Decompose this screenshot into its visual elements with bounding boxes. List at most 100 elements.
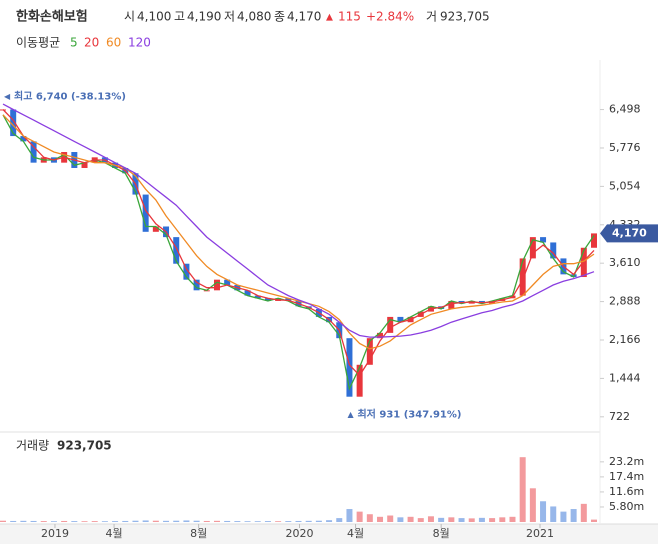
price-tag-label: 4,170	[612, 226, 647, 239]
volume-bar	[468, 518, 475, 522]
value: 4,080	[237, 10, 271, 24]
volume-bar	[203, 520, 210, 522]
candle	[173, 237, 180, 264]
volume-bar	[560, 511, 567, 522]
volume-bar	[448, 517, 455, 522]
volume-bar	[315, 520, 322, 522]
volume-bar	[550, 506, 557, 522]
candle	[387, 316, 394, 333]
x-tick-label: 2020	[286, 527, 314, 540]
volume-bar	[40, 521, 47, 522]
legend-entry: 60	[106, 36, 121, 50]
low-annotation: 최저 931 (347.91%)	[357, 408, 461, 421]
label: 종	[274, 10, 285, 24]
value: 4,170	[287, 10, 321, 24]
label: 거	[426, 10, 437, 24]
volume-bar	[71, 521, 78, 522]
y-tick-label: 3,610	[609, 256, 641, 269]
volume-bar	[305, 520, 312, 522]
volume-bar	[427, 516, 434, 522]
volume-bar	[234, 521, 241, 522]
volume-bar	[142, 520, 149, 522]
volume-bar	[91, 521, 98, 522]
legend: 5 20 60 120	[70, 36, 151, 50]
volume-bar	[377, 516, 384, 522]
volume-bar	[285, 521, 292, 522]
up-arrow: ▲	[326, 13, 333, 23]
candle	[366, 338, 373, 365]
volume-bar	[20, 520, 27, 522]
value: 4,190	[187, 10, 221, 24]
x-tick-label: 2021	[526, 527, 554, 540]
x-tick-label: 8월	[433, 527, 450, 540]
label: 저	[224, 10, 235, 24]
x-tick-label: 2019	[41, 527, 69, 540]
candle	[377, 332, 384, 339]
candle	[183, 263, 190, 280]
volume-bar	[489, 518, 496, 522]
volume-title: 거래량	[16, 439, 49, 453]
candle	[356, 364, 363, 397]
volume-bar	[326, 520, 333, 522]
x-axis-strip	[0, 524, 658, 544]
volume-bar	[509, 516, 516, 522]
volume-bar	[152, 520, 159, 522]
price-tag	[600, 224, 658, 243]
volume-bar	[173, 520, 180, 522]
volume-bar	[224, 520, 231, 522]
y-tick-label: 5.80m	[609, 500, 644, 513]
volume-bar	[213, 520, 220, 522]
y-tick-label: 722	[609, 410, 630, 423]
volume-bar	[295, 520, 302, 522]
y-tick-label: 1,444	[609, 371, 641, 384]
candle	[244, 290, 251, 296]
volume-bar	[61, 520, 68, 522]
volume-bar	[387, 515, 394, 522]
candle	[10, 109, 17, 137]
candle	[152, 226, 159, 232]
volume-bar	[101, 521, 108, 522]
candle	[224, 279, 231, 285]
volume-bar	[50, 521, 57, 522]
volume-bar	[458, 518, 465, 522]
value: 923,705	[440, 10, 490, 24]
volume-bar	[529, 488, 536, 522]
volume-bar	[336, 518, 343, 522]
candle	[540, 237, 547, 243]
x-tick-label: 8월	[190, 527, 207, 540]
volume-bar	[122, 520, 129, 522]
y-tick-label: 5,054	[609, 179, 641, 192]
legend-entry: 20	[84, 36, 99, 50]
stock-name: 한화손해보험	[16, 9, 88, 25]
volume-bar	[254, 521, 261, 522]
legend-entry: 120	[128, 36, 151, 50]
volume-bar	[356, 511, 363, 522]
y-tick-label: 17.4m	[609, 470, 644, 483]
volume-bar	[193, 520, 200, 522]
candle	[20, 136, 27, 142]
candle	[142, 194, 149, 232]
high-marker: ◀	[4, 92, 11, 101]
volume-bar	[112, 521, 119, 522]
volume-bar	[244, 521, 251, 522]
candle	[213, 279, 220, 291]
volume-bar	[438, 517, 445, 522]
value: 4,100	[137, 10, 171, 24]
label: 시	[124, 10, 135, 24]
ma-label: 이동평균	[16, 36, 60, 50]
y-tick-label: 2,888	[609, 295, 641, 308]
volume-bar	[264, 521, 271, 522]
volume-bar	[519, 457, 526, 522]
volume-bar	[275, 521, 282, 522]
candle	[193, 279, 200, 291]
volume-bar	[417, 518, 424, 522]
candle	[519, 258, 526, 296]
volume-value: 923,705	[57, 439, 112, 453]
volume-bar	[478, 517, 485, 522]
volume-bar	[0, 520, 6, 522]
volume-bar	[163, 520, 170, 522]
volume-bar	[407, 516, 414, 522]
candle	[285, 298, 292, 301]
